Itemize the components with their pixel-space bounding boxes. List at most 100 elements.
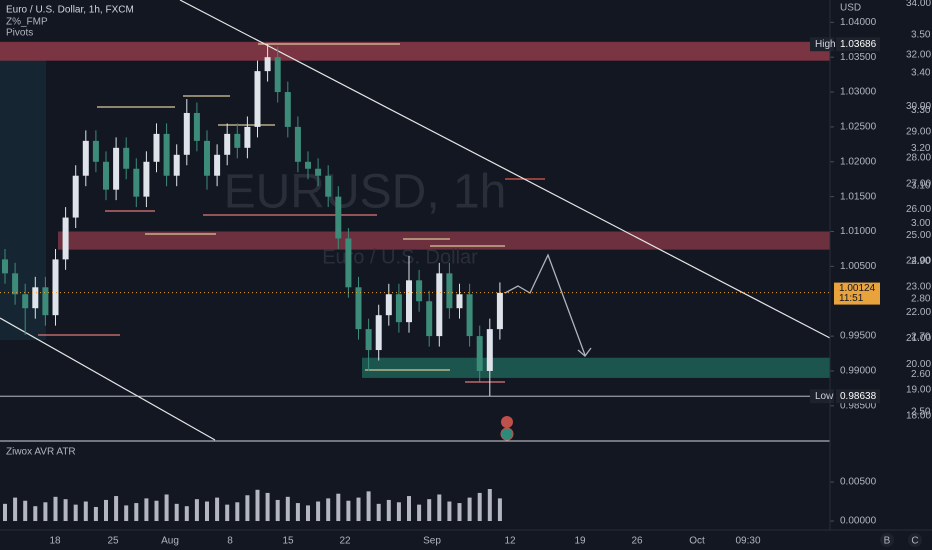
marker-label: Low	[815, 391, 834, 402]
marker-value: 0.98638	[840, 391, 877, 402]
atr-bar	[447, 501, 452, 522]
y3-tick-label: 2.70	[911, 331, 931, 342]
atr-bar	[194, 499, 199, 522]
candle-body	[466, 294, 473, 337]
event-icon[interactable]	[501, 416, 513, 428]
y3-tick-label: 2.50	[911, 407, 931, 418]
arrow-head	[577, 347, 592, 357]
candle-body	[42, 287, 49, 316]
y-tick-label: 1.01500	[840, 191, 877, 202]
button-label[interactable]: B	[884, 536, 891, 547]
zone	[362, 357, 830, 378]
atr-bar	[316, 501, 321, 522]
event-icon[interactable]	[500, 427, 514, 441]
atr-bar	[215, 497, 220, 522]
button[interactable]	[880, 533, 894, 547]
candle-body	[345, 238, 352, 288]
candle-body	[82, 140, 89, 176]
button-label[interactable]: C	[911, 536, 918, 547]
y-tick-label: 0.99500	[840, 331, 877, 342]
candle-body	[143, 161, 150, 197]
atr-bar	[73, 504, 78, 522]
candle-body	[204, 140, 210, 176]
candle-body	[103, 161, 109, 190]
atr-bar	[295, 503, 300, 522]
y2-tick-label: 34.00	[906, 0, 931, 9]
y2-tick-label: 25.00	[906, 230, 931, 241]
atr-bar	[265, 492, 270, 522]
atr-bar	[255, 489, 260, 522]
atr-bar	[376, 503, 381, 522]
candle-body	[395, 294, 402, 323]
candle-body	[153, 133, 160, 162]
atr-bar	[407, 496, 411, 522]
candle-body	[163, 133, 170, 176]
countdown: 11:51	[839, 293, 864, 304]
candle-body	[406, 280, 412, 323]
indicator-name: Pivots	[6, 28, 33, 39]
candle-body	[264, 57, 271, 72]
y2-tick-label: 22.00	[906, 307, 931, 318]
atr-bar	[437, 494, 442, 522]
zone	[58, 231, 830, 250]
last-price-bg	[834, 282, 880, 305]
candle-body	[133, 168, 140, 197]
y3-tick-label: 2.90	[911, 256, 931, 267]
atr-name: Ziwox AVR ATR	[6, 447, 76, 458]
y3-tick-label: 3.10	[911, 181, 931, 192]
currency: USD	[840, 3, 861, 14]
atr-bar	[235, 502, 240, 522]
x-tick-label: Sep	[423, 536, 441, 547]
watermark: EURUSD, 1h	[224, 166, 507, 219]
atr-bar	[225, 504, 230, 522]
watermark-sub: Euro / U.S. Dollar	[322, 246, 478, 268]
projection-arrow	[504, 253, 586, 356]
candle-body	[365, 329, 372, 351]
atr-bar	[326, 498, 331, 522]
y2-tick-label: 27.00	[906, 178, 931, 189]
y-tick-label: 1.01000	[840, 226, 877, 237]
atr-bar	[164, 494, 169, 522]
candle-body	[214, 154, 221, 176]
candles	[2, 43, 503, 397]
atr-bar	[83, 501, 88, 522]
y3-tick-label: 3.30	[911, 105, 931, 116]
atr-bar	[497, 498, 502, 522]
atr-bar	[427, 499, 432, 522]
atr-bar	[487, 489, 492, 522]
atr-bar	[184, 506, 189, 522]
y3-tick-label: 3.00	[911, 218, 931, 229]
x-tick-label: 09:30	[735, 536, 760, 547]
marker-label-bg	[810, 389, 834, 404]
candle-body	[22, 294, 29, 309]
atr-tick-label: 0.00500	[840, 477, 877, 488]
candle-body	[294, 126, 301, 162]
x-tick-label: 18	[49, 536, 61, 547]
indicator-name: Z%_FMP	[6, 17, 48, 28]
button[interactable]	[908, 533, 922, 547]
x-tick-label: Aug	[161, 536, 179, 547]
x-tick-label: 26	[631, 536, 643, 547]
y2-tick-label: 18.00	[906, 410, 931, 421]
candle-body	[123, 147, 130, 169]
atr-bar	[23, 500, 28, 522]
candle-body	[224, 133, 231, 155]
atr-tick-label: 0.00000	[840, 516, 877, 527]
atr-bar	[417, 504, 422, 522]
candle-body	[183, 112, 190, 155]
symbol-title: Euro / U.S. Dollar, 1h, FXCM	[6, 5, 134, 16]
candle-body	[325, 175, 332, 197]
atr-bar	[63, 499, 68, 522]
x-tick-label: 25	[107, 536, 119, 547]
candle-body	[72, 175, 79, 218]
y2-tick-label: 21.00	[906, 333, 931, 344]
atr-bar	[53, 496, 58, 522]
marker-label-bg	[810, 37, 834, 52]
y-tick-label: 1.02000	[840, 156, 877, 167]
atr-bar	[477, 492, 482, 522]
atr-bar	[306, 505, 310, 522]
candle-body	[446, 273, 453, 309]
atr-bar	[346, 500, 351, 522]
y2-tick-label: 30.00	[906, 101, 931, 112]
